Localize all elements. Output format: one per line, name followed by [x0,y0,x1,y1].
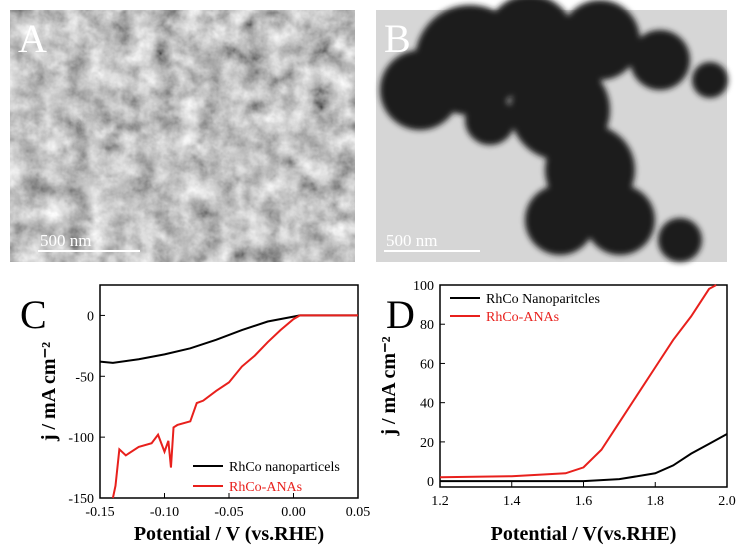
panel-label: C [20,292,47,337]
y-tick-label: -100 [68,431,94,446]
x-tick-label: 1.4 [503,494,521,509]
legend-label: RhCo nanoparticels [229,460,340,475]
y-tick-label: -150 [68,492,94,507]
legend-label: RhCo Nanoparitcles [486,292,600,307]
y-tick-label: 100 [413,279,434,294]
x-tick-label: 0.05 [346,505,371,520]
x-tick-label: 1.8 [647,494,665,509]
y-tick-label: 80 [420,318,434,333]
y-tick-label: -50 [75,370,94,385]
x-tick-label: 1.6 [575,494,593,509]
y-tick-label: 0 [87,309,94,324]
panel-label: B [384,16,411,61]
x-tick-label: 0.00 [281,505,306,520]
x-axis-label: Potential / V(vs.RHE) [491,523,677,545]
y-tick-label: 40 [420,397,434,412]
series-line [439,284,717,479]
x-tick-label: 2.0 [718,494,736,509]
legend-label: RhCo-ANAs [229,480,302,495]
panel-label: D [386,292,415,337]
x-tick-label: -0.10 [150,505,179,520]
x-tick-label: 1.2 [431,494,449,509]
panel-label: A [18,16,47,61]
y-tick-label: 0 [427,475,434,490]
series-line [440,433,728,483]
legend-label: RhCo-ANAs [486,310,559,325]
x-axis-label: Potential / V (vs.RHE) [134,523,324,545]
image-a: A 500 nm [10,10,355,262]
x-tick-label: -0.15 [85,505,114,520]
y-tick-label: 60 [420,357,434,372]
y-axis-label: j / mA cm⁻² [378,336,400,436]
series-line [99,314,358,364]
y-tick-label: 20 [420,436,434,451]
image-b: B 500 nm [376,0,728,262]
series-line [111,314,358,499]
scale-label: 500 nm [386,231,437,250]
scale-label: 500 nm [40,231,91,250]
plot-frame [439,284,728,488]
x-tick-label: -0.05 [214,505,243,520]
y-axis-label: j / mA cm⁻² [38,342,60,442]
